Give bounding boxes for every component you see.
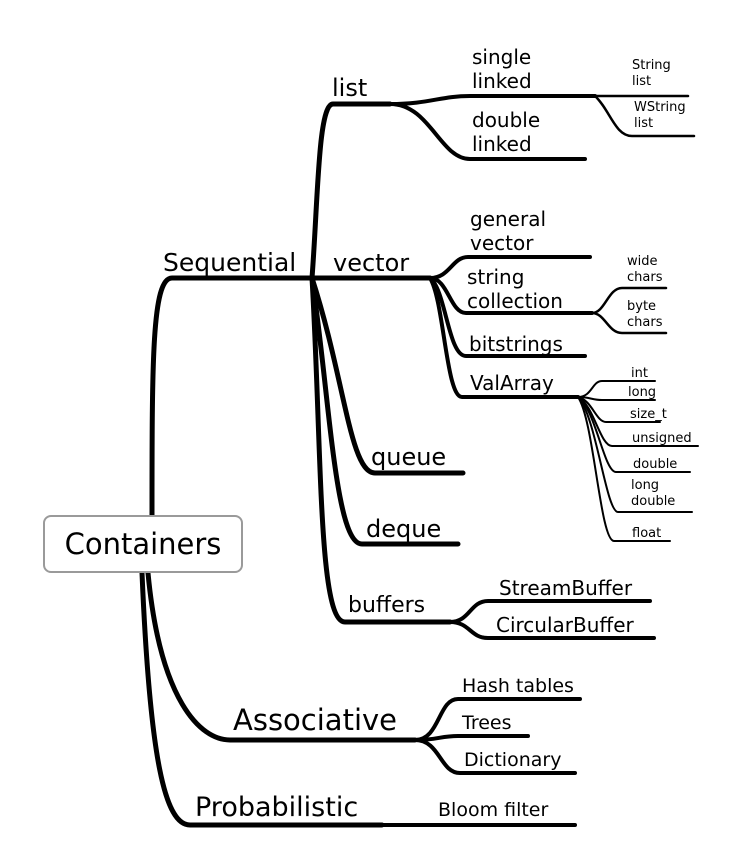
edge-assoc-trees <box>413 734 530 742</box>
edge-valarray-float <box>577 396 671 542</box>
node-bloom-filter: Bloom filter <box>438 799 549 821</box>
node-dictionary: Dictionary <box>464 749 562 771</box>
edge-vector-valarray <box>428 276 580 399</box>
node-string-list: String list <box>632 58 671 90</box>
edge-buffers-circular <box>448 620 656 640</box>
node-double-linked: double linked <box>472 108 541 156</box>
node-associative: Associative <box>233 703 398 737</box>
node-vector: vector <box>333 249 410 277</box>
node-string-collection: string collection <box>467 265 563 313</box>
edge-root-associative <box>145 570 418 743</box>
node-wstring-list: WString list <box>634 100 686 132</box>
root-label: Containers <box>64 527 222 561</box>
node-valarray: ValArray <box>470 371 554 395</box>
edge-valarray-double <box>577 396 691 473</box>
node-stream-buffer: StreamBuffer <box>499 576 633 600</box>
edge-root-sequential <box>149 275 315 523</box>
edge-sequential-buffers <box>309 275 453 625</box>
node-probabilistic: Probabilistic <box>195 792 359 823</box>
node-valarray-int: int <box>631 366 648 381</box>
node-circular-buffer: CircularBuffer <box>496 613 634 637</box>
node-wide-chars: wide chars <box>627 254 663 286</box>
edge-sequential-queue <box>309 275 466 476</box>
node-general-vector: general vector <box>470 207 547 255</box>
edge-sequential-deque <box>309 275 461 547</box>
edge-string-wide-chars <box>590 286 668 315</box>
node-sequential: Sequential <box>163 248 297 277</box>
edge-single-linked-wstring-list <box>593 94 696 138</box>
edge-list-single-linked <box>388 94 597 106</box>
node-list: list <box>332 74 368 102</box>
edge-string-byte-chars <box>590 311 668 335</box>
edge-list-double-linked <box>388 102 587 161</box>
node-deque: deque <box>366 515 442 543</box>
node-buffers: buffers <box>348 593 426 618</box>
edge-sequential-list <box>309 101 393 281</box>
node-valarray-long: long <box>628 385 657 400</box>
edge-valarray-long-double <box>577 396 693 513</box>
node-bitstrings: bitstrings <box>469 332 563 356</box>
node-hash-tables: Hash tables <box>462 675 574 697</box>
edge-vector-string-collection <box>428 276 594 315</box>
node-valarray-double: double <box>633 457 678 472</box>
node-trees: Trees <box>462 712 512 734</box>
node-valarray-float: float <box>632 526 662 541</box>
node-byte-chars: byte chars <box>627 299 663 331</box>
node-queue: queue <box>371 443 447 471</box>
root-node-containers: Containers <box>43 515 243 573</box>
node-valarray-size-t: size_t <box>630 407 667 422</box>
edge-root-probabilistic <box>139 570 385 828</box>
node-valarray-unsigned: unsigned <box>632 431 692 446</box>
node-single-linked: single linked <box>472 45 532 93</box>
edge-assoc-dictionary <box>413 738 577 775</box>
node-valarray-long-double: long double <box>631 478 676 510</box>
